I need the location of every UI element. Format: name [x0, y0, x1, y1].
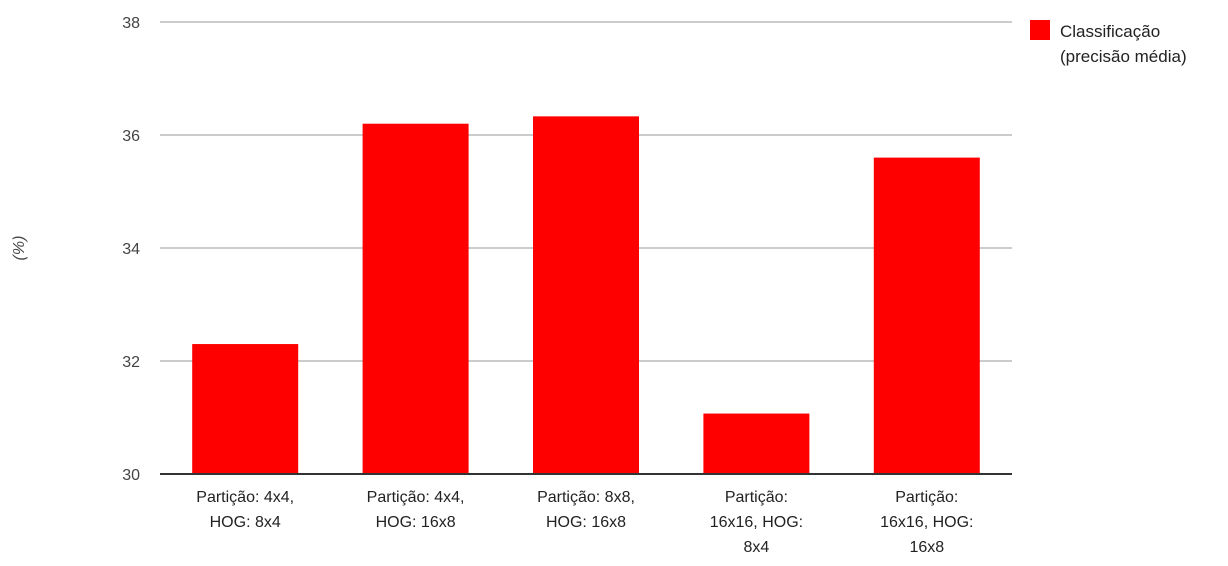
legend-label-line: Classificação: [1060, 22, 1160, 41]
bar: [703, 413, 810, 474]
x-tick-label-line: HOG: 16x8: [376, 514, 456, 531]
x-tick-label-line: Partição:: [725, 489, 788, 506]
bar: [192, 344, 299, 474]
y-tick-label: 36: [122, 128, 140, 145]
legend: Classificação (precisão média): [1030, 20, 1187, 66]
x-tick-label-line: Partição: 8x8,: [537, 489, 635, 506]
x-tick-label: Partição: 16x16, HOG: 16x8: [880, 489, 973, 556]
bars: [192, 116, 980, 474]
x-tick-label: Partição: 4x4, HOG: 16x8: [367, 489, 465, 531]
x-tick-label-line: 8x4: [744, 539, 770, 556]
y-tick-label: 32: [122, 354, 140, 371]
y-axis-label: (%): [11, 236, 28, 261]
x-tick-label-line: Partição: 4x4,: [367, 489, 465, 506]
bar: [533, 116, 639, 474]
bar: [362, 123, 469, 474]
x-tick-label-line: Partição: 4x4,: [196, 489, 294, 506]
bar: [873, 157, 980, 474]
legend-swatch: [1030, 20, 1050, 40]
x-tick-label: Partição: 8x8, HOG: 16x8: [537, 489, 635, 531]
legend-label: Classificação (precisão média): [1060, 22, 1187, 66]
x-tick-label-line: HOG: 16x8: [546, 514, 626, 531]
x-tick-label-line: Partição:: [895, 489, 958, 506]
x-tick-label: Partição: 16x16, HOG: 8x4: [710, 489, 803, 556]
y-tick-label: 30: [122, 467, 140, 484]
x-tick-label: Partição: 4x4, HOG: 8x4: [196, 489, 294, 531]
x-tick-label-line: 16x16, HOG:: [710, 514, 803, 531]
y-tick-label: 34: [122, 241, 140, 258]
x-tick-label-line: 16x8: [909, 539, 944, 556]
x-tick-label-line: HOG: 8x4: [210, 514, 281, 531]
x-tick-label-line: 16x16, HOG:: [880, 514, 973, 531]
legend-label-line: (precisão média): [1060, 47, 1187, 66]
y-tick-label: 38: [122, 15, 140, 32]
